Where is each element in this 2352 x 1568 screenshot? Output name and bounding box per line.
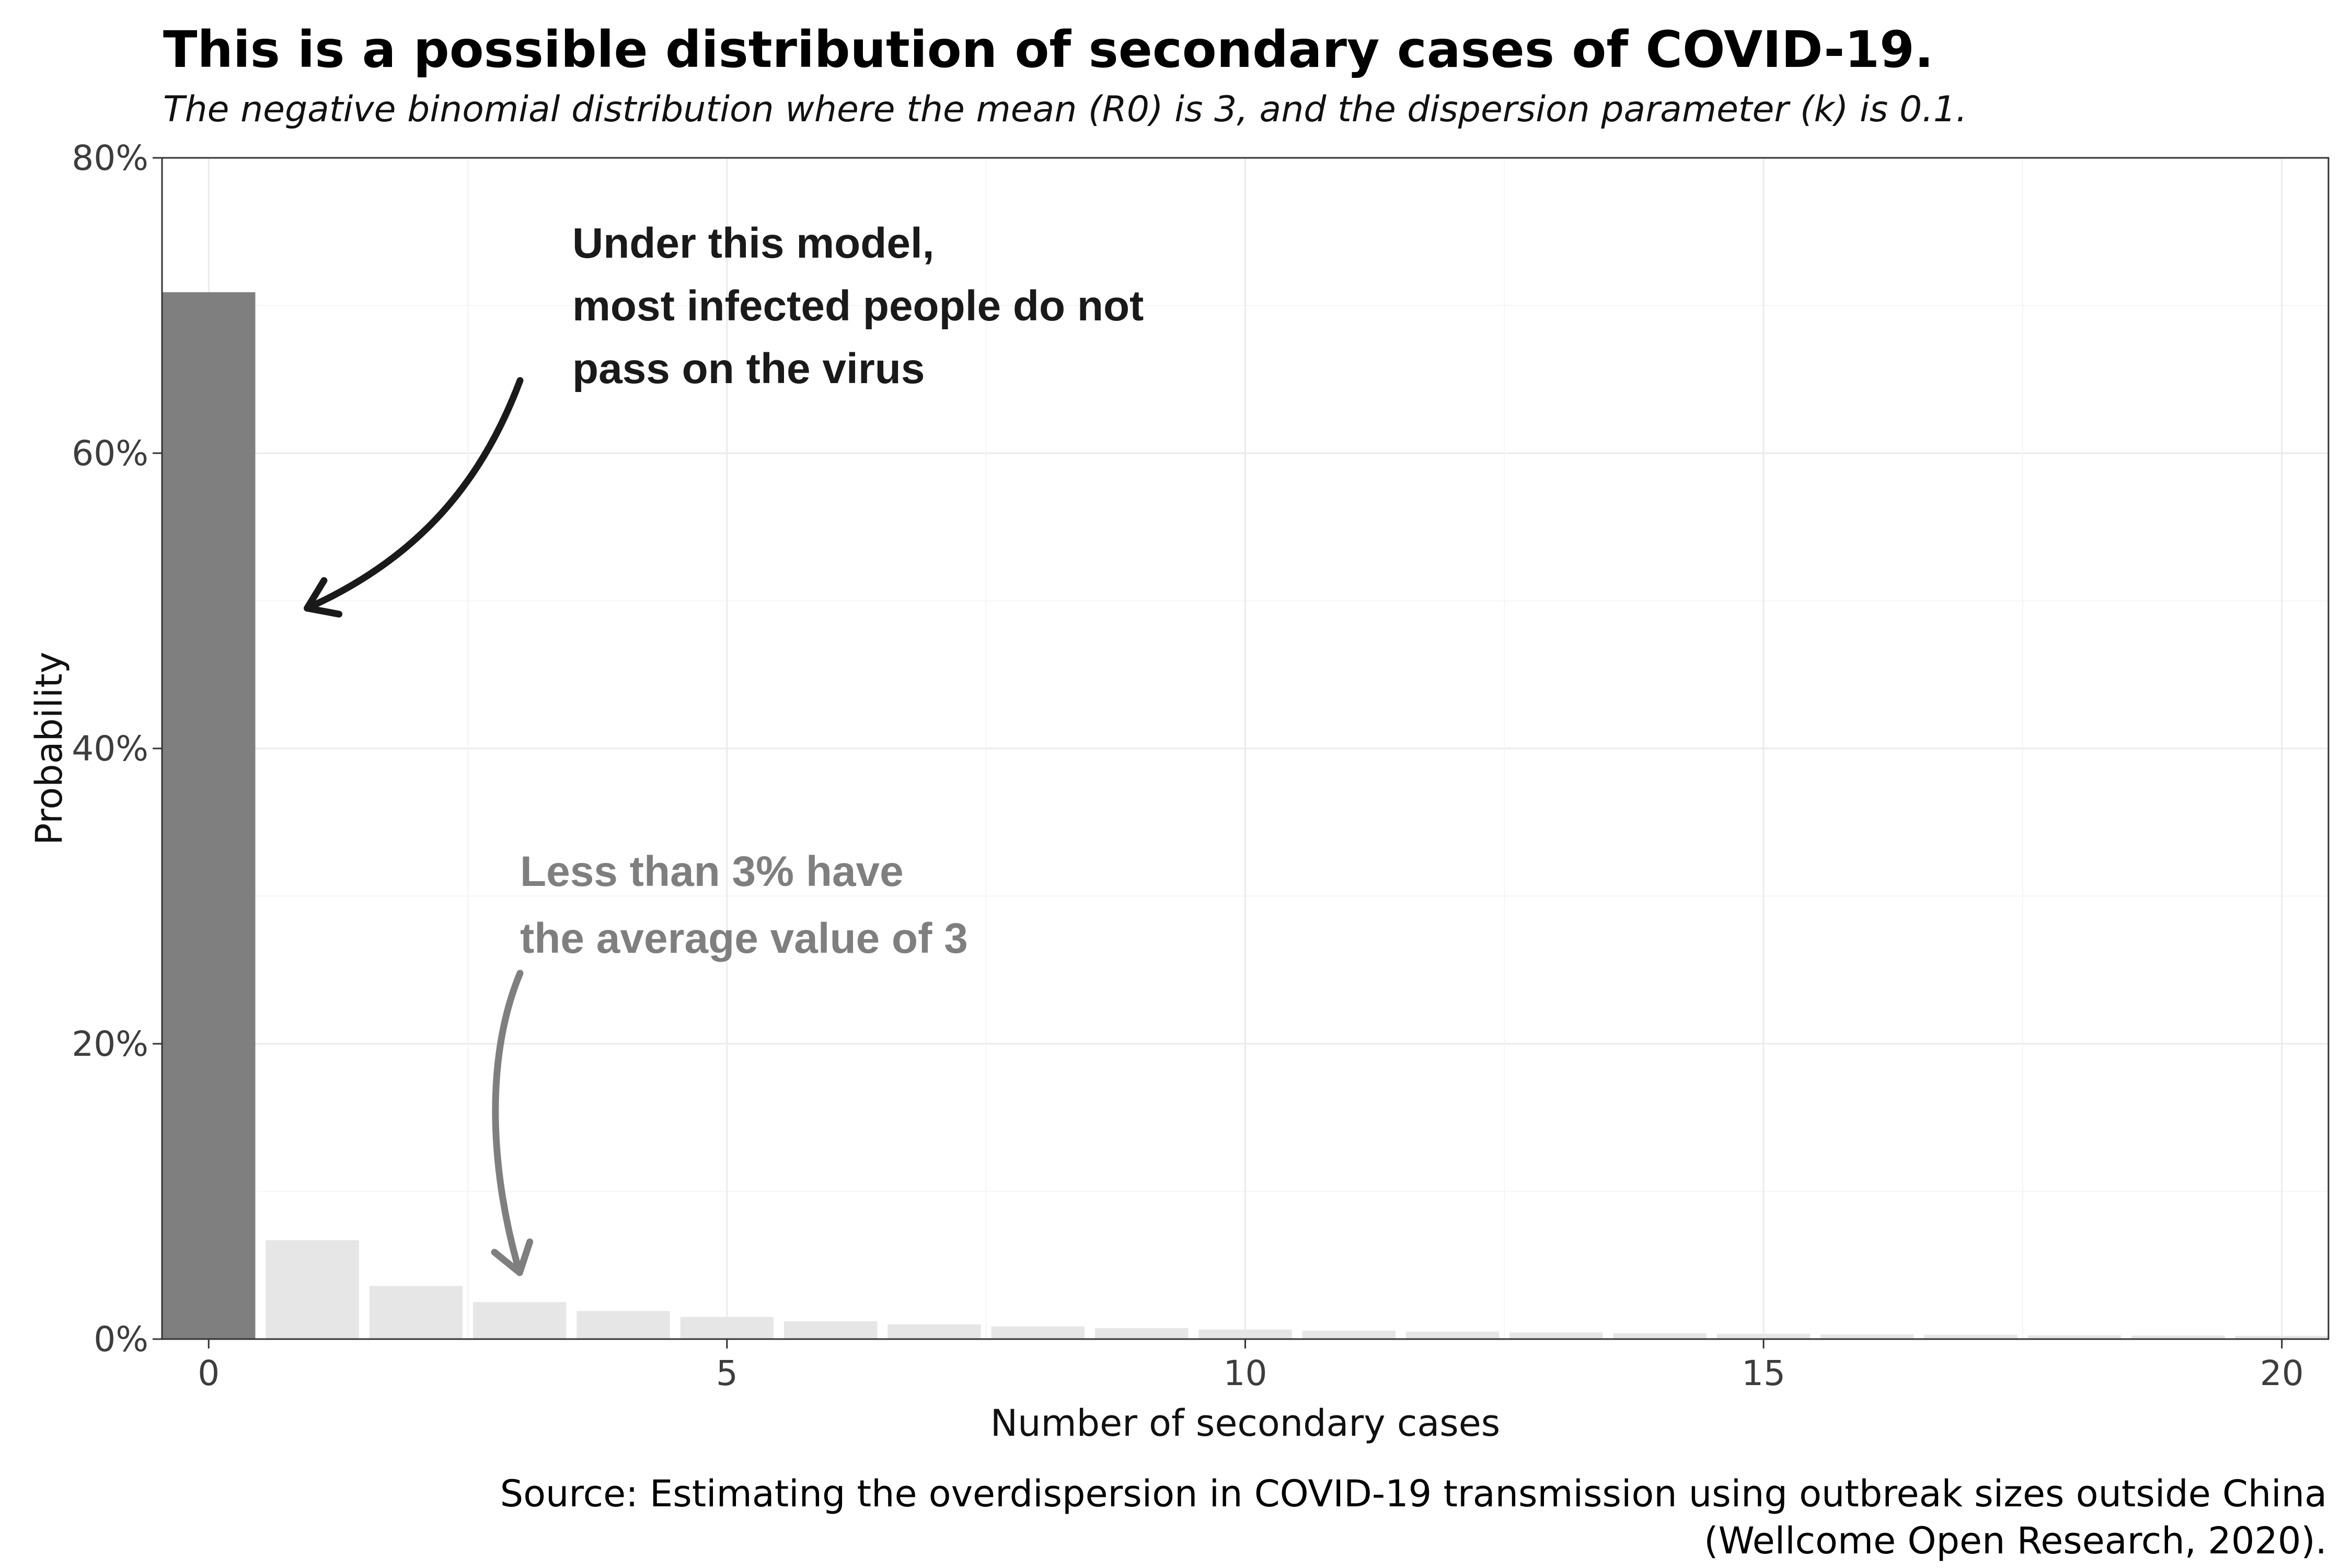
bar-10: [1198, 1329, 1292, 1339]
bar-18: [2027, 1335, 2122, 1339]
bar-6: [783, 1321, 878, 1339]
grid: [162, 157, 2328, 1340]
bar-12: [1405, 1331, 1500, 1339]
annotations: Under this model, most infected people do…: [304, 220, 1144, 1276]
bar-8: [991, 1326, 1085, 1339]
bars: [162, 292, 2328, 1340]
bar-16: [1820, 1334, 1914, 1339]
x-tick-label: 15: [1742, 1353, 1785, 1393]
x-tick-label: 20: [2260, 1353, 2304, 1393]
x-tick-label: 5: [716, 1353, 738, 1393]
annotation-1-line-1: Under this model,: [572, 220, 935, 267]
x-axis-title: Number of secondary cases: [990, 1402, 1501, 1445]
x-tick-label: 10: [1224, 1353, 1267, 1393]
annotation-2-arrowhead: [491, 1238, 534, 1276]
bar-17: [1924, 1334, 2018, 1339]
bar-9: [1094, 1328, 1189, 1339]
caption-line-2: (Wellcome Open Research, 2020).: [1704, 1519, 2327, 1562]
y-tick-label: 80%: [72, 138, 148, 178]
chart-subtitle: The negative binomial distribution where…: [163, 89, 1967, 130]
axis-ticks: 0% 20% 40% 60% 80% 0 5 10 15 20: [72, 138, 2303, 1393]
bar-4: [577, 1311, 670, 1339]
annotation-2-arrow: [492, 970, 524, 1276]
y-tick-label: 40%: [72, 729, 148, 769]
bar-2: [369, 1286, 463, 1339]
annotation-1-line-3: pass on the virus: [572, 345, 925, 393]
bar-15: [1716, 1333, 1811, 1339]
bar-20: [2235, 1335, 2328, 1339]
bar-11: [1302, 1330, 1396, 1339]
bar-5: [680, 1317, 774, 1339]
chart-title: This is a possible distribution of secon…: [163, 20, 1933, 79]
y-tick-label: 0%: [94, 1319, 148, 1359]
bar-19: [2131, 1335, 2225, 1339]
bar-14: [1613, 1333, 1707, 1339]
annotation-2-line-1: Less than 3% have: [520, 848, 904, 895]
bar-0: [162, 292, 256, 1340]
annotation-2-line-2: the average value of 3: [520, 915, 968, 962]
bar-13: [1509, 1332, 1603, 1339]
annotation-1-arrow: [304, 377, 524, 612]
bar-7: [887, 1324, 981, 1339]
y-axis-title: Probability: [28, 652, 71, 845]
bar-1: [266, 1240, 359, 1339]
caption-line-1: Source: Estimating the overdispersion in…: [500, 1472, 2327, 1515]
annotation-1-line-2: most infected people do not: [572, 282, 1144, 330]
y-tick-label: 60%: [72, 433, 148, 474]
y-tick-label: 20%: [72, 1024, 148, 1064]
annotation-1-arrowhead: [304, 577, 343, 618]
bar-3: [472, 1302, 567, 1339]
x-tick-label: 0: [198, 1353, 220, 1393]
